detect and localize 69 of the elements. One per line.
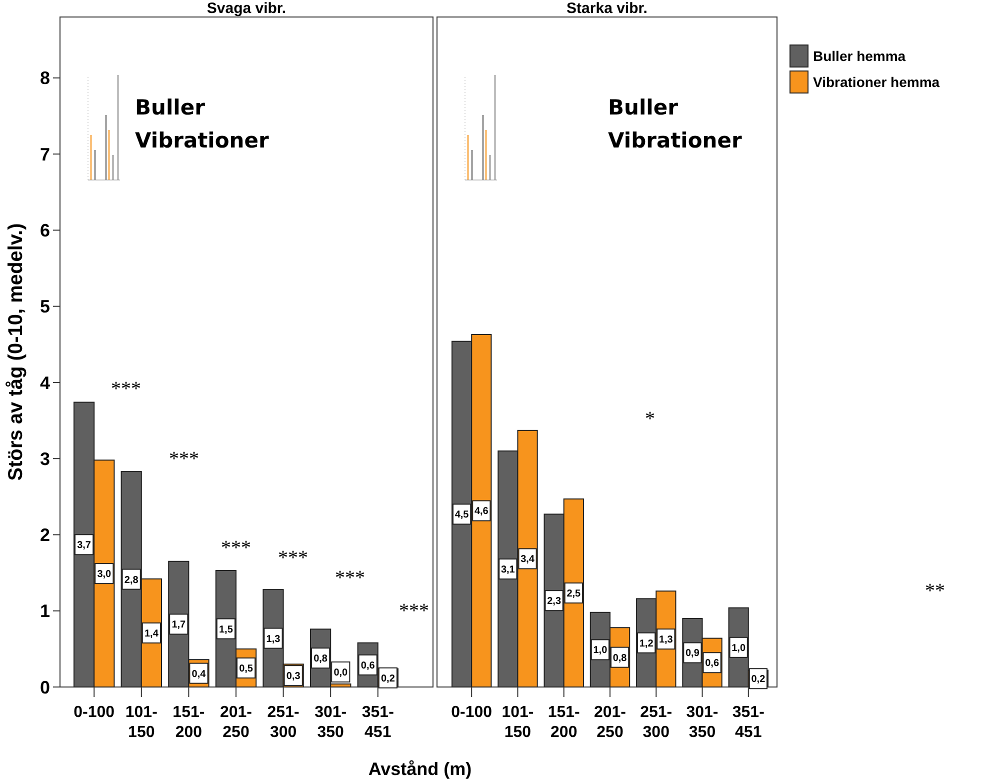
x-tick-label: 151-200 [548,704,580,741]
data-label: 2,8 [124,574,139,586]
x-tick-label: 301-350 [686,704,718,741]
annotation: *** [221,537,251,559]
chart-title: Svaga vibr. [206,0,286,17]
data-label: 0,2 [751,674,766,686]
x-tick-label: 251-300 [267,704,300,741]
y-tick-label: 7 [40,144,50,164]
data-label: 0,4 [192,668,206,680]
annotation: Vibrationer [135,128,270,152]
x-tick-label: 151-200 [172,704,205,741]
data-label: 0,3 [286,671,301,682]
x-tick-label: 201-250 [220,704,252,741]
x-tick-label: 0-100 [74,704,115,721]
annotation: *** [278,547,308,569]
x-tick-label: 0-100 [451,704,492,721]
x-tick-label: 351-451 [362,704,394,741]
legend-label: Vibrationer hemma [813,74,940,90]
chart-title: Starka vibr. [566,0,648,17]
data-label: 1,3 [266,634,281,645]
data-label: 0,6 [360,660,376,672]
annotation: Buller [608,95,679,120]
x-tick-label: 251-300 [640,704,672,741]
data-label: 0,8 [314,654,328,665]
data-label: 3,4 [520,554,535,566]
data-label: 3,7 [77,540,92,552]
data-label: 1,5 [218,624,234,636]
annotation: *** [399,600,429,622]
data-label: 2,3 [547,596,562,608]
y-tick-label: 2 [40,525,50,546]
annotation: Vibrationer [608,128,742,152]
data-label: 1,2 [639,638,654,650]
y-tick-label: 6 [40,220,50,240]
data-label: 0,6 [705,658,720,670]
y-tick-label: 4 [40,372,50,393]
annotation: *** [111,378,141,400]
x-tick-label: 351-451 [732,704,764,741]
annotation: * [645,408,655,430]
data-label: 1,0 [732,642,746,654]
data-label: 1,0 [593,645,608,656]
x-tick-label: 301-350 [314,704,347,741]
annotation: *** [335,567,365,589]
y-tick-label: 8 [40,68,50,88]
data-label: 1,3 [658,634,674,646]
y-tick-label: 3 [40,448,50,469]
data-label: 0,2 [380,673,396,684]
data-label: 0,8 [612,652,628,664]
y-axis-title: Störs av tåg (0-10, medelv.) [5,223,27,481]
annotation: Buller [135,95,206,120]
data-label: 0,5 [239,663,254,674]
data-label: 1,4 [144,628,159,640]
y-tick-label: 5 [40,296,50,317]
data-label: 0,9 [686,648,700,660]
data-label: 3,1 [500,564,516,576]
data-label: 1,7 [172,620,186,631]
x-tick-label: 201-250 [594,704,626,741]
annotation: *** [169,448,199,470]
x-axis-title: Avstånd (m) [368,759,472,779]
data-label: 0,0 [334,667,348,678]
data-label: 4,5 [454,510,470,521]
y-tick-label: 0 [40,677,50,698]
data-label: 2,5 [566,588,582,600]
legend-label: Buller hemma [813,48,906,64]
x-tick-label: 101-150 [502,704,534,741]
x-tick-label: 101-150 [125,704,158,741]
data-label: 3,0 [97,569,112,580]
data-label: 4,6 [474,506,489,518]
y-tick-label: 1 [40,601,50,622]
text: ** [925,580,945,602]
